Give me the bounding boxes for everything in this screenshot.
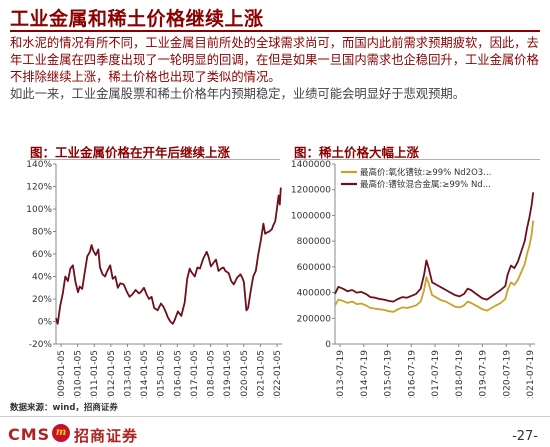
left-chart-x-tick-label: 2016-01-05 <box>173 350 183 398</box>
left-chart-y-tick-label: 20% <box>32 295 52 305</box>
right-chart-x-tick-label: 2019-07-19 <box>479 350 489 398</box>
chart-left-title-rule <box>30 159 280 160</box>
left-chart-y-tick-label: 120% <box>26 183 52 193</box>
left-chart-y-tick-label: 140% <box>26 160 52 170</box>
left-chart-x-tick-label: 2017-01-05 <box>190 350 200 398</box>
left-chart-y-tick-label: 40% <box>32 273 52 283</box>
left-chart-x-tick-label: 2009-01-05 <box>57 350 67 398</box>
right-chart-x-tick-label: 2013-07-19 <box>336 350 346 398</box>
left-chart-x-tick-label: 2018-01-05 <box>207 350 217 398</box>
right-chart-series-line-2 <box>334 192 535 303</box>
right-chart-y-tick-label: 1400000 <box>291 160 331 170</box>
right-chart-series-line-1 <box>334 220 535 313</box>
right-chart-x-tick-label: 2017-07-19 <box>431 350 441 398</box>
right-chart-x-tick-label: 2015-07-19 <box>384 350 394 398</box>
brand-logo-text: CMS <box>8 425 51 444</box>
data-source: 数据来源：wind，招商证券 <box>10 403 118 413</box>
right-chart-legend-label: 最高价:氧化镨钕:≥99% Nd2O3... <box>360 167 491 178</box>
brand-logo-icon: m <box>52 424 70 442</box>
right-chart-x-tick-label: 2016-07-19 <box>407 350 417 398</box>
left-chart-x-tick-label: 2010-01-05 <box>74 350 84 398</box>
left-chart-y-tick-label: 80% <box>32 228 52 238</box>
right-chart-y-tick-label: 1000000 <box>291 211 331 221</box>
chart-left: -20% 0% 20% 40% 60% 80% 100% 120% 140% 2009-01-05… <box>26 160 283 398</box>
title-divider <box>10 30 540 32</box>
body-paragraph: 和水泥的情况有所不同，工业金属目前所处的全球需求尚可，而国内此前需求预期疲软，因… <box>10 35 542 103</box>
right-chart-y-tick-label: 1200000 <box>291 186 331 196</box>
brand-name: 招商证券 <box>74 427 139 445</box>
left-chart-y-tick-label: 0% <box>38 318 53 328</box>
right-chart-x-tick-label: 2020-07-19 <box>502 350 512 398</box>
page-number: -27- <box>512 429 538 444</box>
left-chart-x-tick-label: 2013-01-05 <box>123 350 133 398</box>
right-chart-y-tick-label: 200000 <box>297 314 332 324</box>
right-chart-legend-label: 最高价:镨钕混合金属:≥99% Nd... <box>360 179 491 190</box>
chart-left-title: 图：工业金属价格在开年后继续上涨 <box>30 145 231 160</box>
left-chart-x-tick-label: 2020-01-05 <box>240 350 250 398</box>
left-chart-y-tick-label: 60% <box>32 250 52 260</box>
right-chart-y-tick-label: 400000 <box>297 289 332 299</box>
left-chart-series-line-1 <box>55 187 282 325</box>
paragraph-text-highlight: 和水泥的情况有所不同，工业金属目前所处的全球需求尚可，而国内此前需求预期疲软，因… <box>10 36 539 84</box>
left-chart-x-tick-label: 2012-01-05 <box>107 350 117 398</box>
left-chart-y-tick-label: 100% <box>26 205 52 215</box>
left-chart-x-tick-label: 2015-01-05 <box>157 350 167 398</box>
right-chart-x-tick-label: 2018-07-19 <box>455 350 465 398</box>
left-chart-y-tick-label: -20% <box>29 340 53 350</box>
right-chart-y-tick-label: 0 <box>325 340 331 350</box>
right-chart-x-tick-label: 2014-07-19 <box>360 350 370 398</box>
chart-right-title: 图：稀土价格大幅上涨 <box>294 145 420 160</box>
chart-right-title-rule <box>294 159 540 160</box>
chart-right: 0 200000 400000 600000 800000 1000000 1200000 1… <box>291 160 536 398</box>
left-chart-x-tick-label: 2011-01-05 <box>90 350 100 398</box>
page-title: 工业金属和稀土价格继续上涨 <box>10 8 264 30</box>
right-chart-y-tick-label: 600000 <box>297 263 332 273</box>
footer-divider <box>0 416 550 417</box>
right-chart-y-tick-label: 800000 <box>297 237 332 247</box>
left-chart-x-tick-label: 2022-01-05 <box>273 350 283 398</box>
right-chart-x-tick-label: 2021-07-19 <box>526 350 536 398</box>
paragraph-text-summary: 如此一来，工业金属股票和稀土价格年内预期稳定，业绩可能会明显好于悲观预期。 <box>10 87 465 101</box>
left-chart-x-tick-label: 2021-01-05 <box>256 350 266 398</box>
left-chart-x-tick-label: 2019-01-05 <box>223 350 233 398</box>
left-chart-x-tick-label: 2014-01-05 <box>140 350 150 398</box>
